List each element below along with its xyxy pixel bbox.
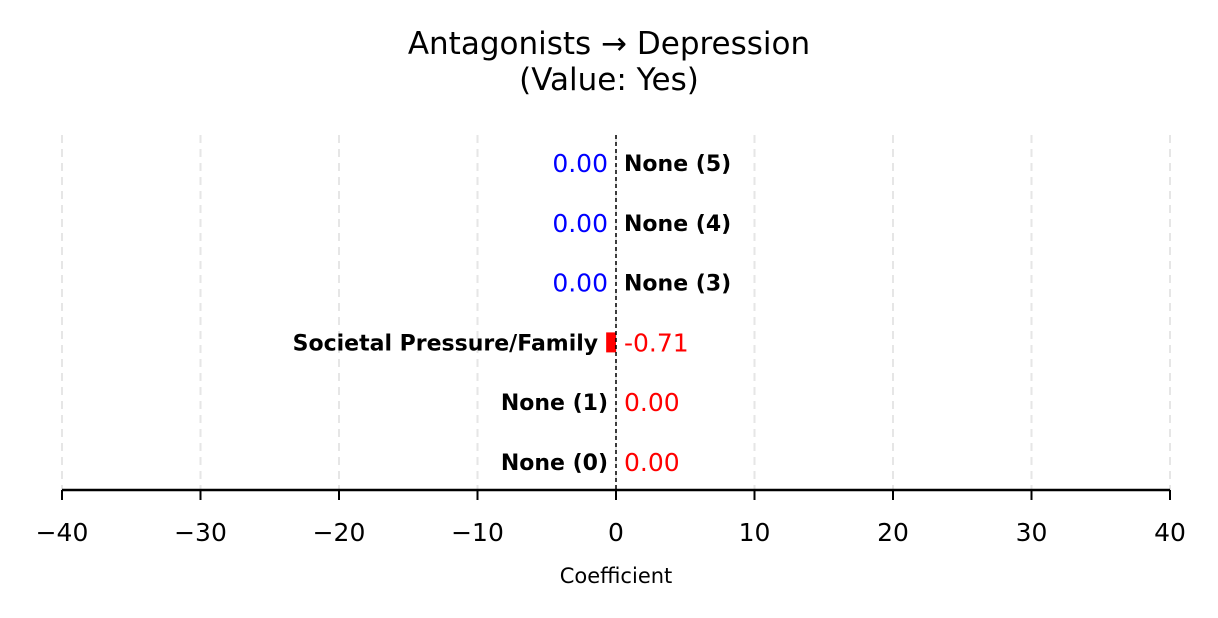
category-label: None (1): [501, 391, 608, 416]
category-label: None (0): [501, 451, 608, 476]
value-label: -0.71: [624, 328, 689, 357]
x-tick-label: −20: [313, 518, 366, 547]
x-tick-label: 30: [1016, 518, 1048, 547]
x-tick-label: 40: [1154, 518, 1186, 547]
chart-title: Antagonists → Depression: [407, 26, 811, 62]
x-tick-label: −30: [174, 518, 227, 547]
category-label: None (4): [624, 212, 731, 237]
value-label: 0.00: [552, 269, 608, 298]
x-axis: −40 −30 −20 −10 0 10 20 30 40: [36, 488, 1186, 547]
chart-subtitle: (Value: Yes): [519, 62, 699, 98]
x-tick-label: 10: [739, 518, 771, 547]
x-axis-label: Coefficient: [560, 564, 673, 588]
value-label: 0.00: [624, 448, 680, 477]
x-tick-label: 0: [608, 518, 624, 547]
x-tick-label: −10: [451, 518, 504, 547]
x-tick-label: −40: [36, 518, 89, 547]
value-label: 0.00: [552, 149, 608, 178]
x-tick-label: 20: [877, 518, 909, 547]
category-label: None (3): [624, 272, 731, 297]
category-label: Societal Pressure/Family: [293, 331, 599, 356]
value-label: 0.00: [624, 388, 680, 417]
category-label: None (5): [624, 152, 731, 177]
value-label: 0.00: [552, 209, 608, 238]
bar: [606, 332, 616, 353]
category-labels: None (5) 0.00 None (4) 0.00 None (3) 0.00 Soci…: [293, 149, 732, 477]
bars: [606, 332, 616, 353]
